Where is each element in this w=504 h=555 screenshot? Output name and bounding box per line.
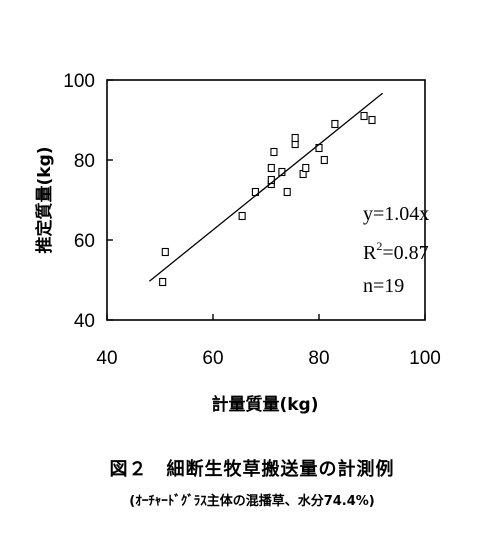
r-squared-label: R <box>363 242 377 264</box>
data-point <box>161 247 169 257</box>
y-tick-label: 80 <box>74 151 95 172</box>
x-tick-label: 80 <box>308 348 329 369</box>
regression-equation: y=1.04x <box>363 203 429 225</box>
x-axis-title: 計量質量(kg) <box>211 394 318 415</box>
x-tick-label: 100 <box>409 348 441 369</box>
data-points <box>159 111 376 287</box>
data-point <box>360 111 368 121</box>
x-axis: 40 60 80 100 <box>96 314 441 369</box>
r-squared-value: =0.87 <box>382 242 428 264</box>
data-point <box>283 187 291 197</box>
data-point <box>159 277 167 287</box>
plot-border <box>106 79 426 321</box>
r-squared-exponent: 2 <box>376 239 382 253</box>
data-point <box>320 155 328 165</box>
data-point <box>331 119 339 129</box>
data-point <box>302 163 310 173</box>
regression-fit <box>148 92 384 282</box>
data-point <box>238 211 246 221</box>
data-point <box>267 163 275 173</box>
x-tick-label: 40 <box>96 348 117 369</box>
sample-count: n=19 <box>363 275 404 297</box>
figure-caption: 図２ 細断生牧草搬送量の計測例 <box>109 459 395 480</box>
plot-frame <box>106 79 426 321</box>
y-axis-title: 推定質量(kg) <box>34 146 55 253</box>
y-tick-label: 40 <box>74 311 95 332</box>
figure-caption-subtitle: (ｵｰﾁｬｰﾄﾞｸﾞﾗｽ主体の混播草、水分74.4%) <box>129 494 375 509</box>
data-point <box>270 147 278 157</box>
data-point <box>368 115 376 125</box>
data-point <box>291 133 299 143</box>
scatter-chart: 40 60 80 100 40 60 80 100 計量質量(kg) 推定質量(kg) y=… <box>34 71 441 415</box>
r-squared: R2=0.87 <box>363 239 429 264</box>
y-axis: 40 60 80 100 <box>63 71 113 332</box>
y-tick-label: 60 <box>74 231 95 252</box>
y-tick-label: 100 <box>63 71 95 92</box>
x-tick-label: 60 <box>202 348 223 369</box>
regression-line <box>148 92 384 282</box>
